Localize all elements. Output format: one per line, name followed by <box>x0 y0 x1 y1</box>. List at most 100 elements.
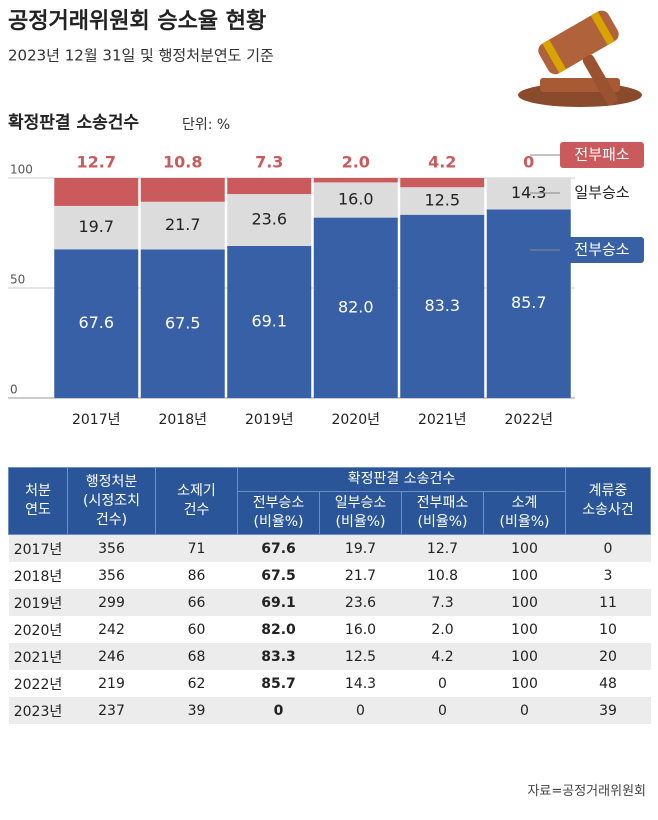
bar-segment <box>486 209 571 398</box>
table-row: 2019년 299 66 69.1 23.6 7.3 100 11 <box>8 589 651 616</box>
subtitle: 2023년 12월 31일 및 행정처분연도 기준 <box>8 47 274 65</box>
bar-segment <box>140 201 225 250</box>
table-cell: 39 <box>565 697 651 724</box>
table-cell: 356 <box>98 567 125 584</box>
table-cell: 85.7 <box>261 675 296 692</box>
table-cell: 2.0 <box>431 621 454 638</box>
table-cell: 83.3 <box>237 643 320 670</box>
table-cell: 299 <box>67 589 156 616</box>
table-cell: 2017년 <box>8 534 68 562</box>
x-tick-label: 2019년 <box>245 412 294 428</box>
legend-box <box>560 142 644 168</box>
table-cell: 16.0 <box>344 621 377 638</box>
chart: 공정거래위원회 승소율 현황 2023년 12월 31일 및 행정처분연도 기준… <box>8 9 644 428</box>
table-cell: 219 <box>98 675 125 692</box>
bar-segment <box>54 205 139 250</box>
value-label: 2.0 <box>342 153 370 172</box>
bar-segment <box>227 194 312 246</box>
bar-segment <box>54 249 139 398</box>
value-label: 83.3 <box>424 296 460 315</box>
x-tick-label: 2022년 <box>504 412 553 428</box>
bar-segment <box>54 178 139 206</box>
table-cell: 3 <box>603 567 613 584</box>
value-label: 21.7 <box>165 215 201 234</box>
table-cell: 2019년 <box>8 589 68 616</box>
table-cell: 86 <box>187 567 206 584</box>
header-row: 전부승소 (비율%) 일부승소 (비율%) 전부패소 (비율%) 소계 (비율%) <box>9 491 651 535</box>
bar-segment <box>400 214 485 398</box>
table-cell: 356 <box>67 534 156 562</box>
gavel-icon <box>518 10 642 107</box>
header-cell: 확정판결 소송건수 <box>237 467 566 492</box>
table-cell: 23.6 <box>319 589 402 616</box>
value-label: 23.6 <box>251 210 287 229</box>
value-label: 4.2 <box>428 153 456 172</box>
legend-label: 전부승소 <box>574 241 629 259</box>
value-label: 69.1 <box>251 311 287 330</box>
y-tick-label: 100 <box>10 163 33 177</box>
header-cell: 소계 (비율%) <box>483 491 566 535</box>
table-cell: 66 <box>155 589 238 616</box>
bar-segment <box>313 217 398 398</box>
header-cell: 소제기 건수 <box>155 467 238 535</box>
table-cell: 0 <box>237 697 320 724</box>
table-cell: 7.3 <box>401 589 484 616</box>
bar-segment <box>313 182 398 218</box>
table-cell: 68 <box>155 643 238 670</box>
table-cell: 67.6 <box>237 534 320 562</box>
table-cell: 2022년 <box>13 676 63 693</box>
table-cell: 100 <box>483 589 566 616</box>
value-label: 10.8 <box>163 153 202 172</box>
table-cell: 69.1 <box>237 589 320 616</box>
table-row: 2021년 246 68 83.3 12.5 4.2 100 20 <box>8 643 651 670</box>
table-cell: 20 <box>565 643 651 670</box>
source: 자료=공정거래위원회 <box>527 784 646 799</box>
value-label: 67.5 <box>165 313 201 332</box>
table-cell: 10 <box>599 621 617 638</box>
table-cell: 0 <box>319 697 402 724</box>
table-cell: 100 <box>511 675 538 692</box>
y-tick-label: 50 <box>10 273 25 287</box>
value-label: 0 <box>523 153 534 172</box>
value-label: 12.5 <box>424 190 460 209</box>
value-label: 12.7 <box>77 153 116 172</box>
value-label: 67.6 <box>78 313 114 332</box>
table-cell: 2018년 <box>13 568 63 585</box>
bar-segment <box>313 178 398 183</box>
legend-label: 일부승소 <box>574 184 629 202</box>
table-cell: 2021년 <box>8 643 68 670</box>
value-label: 19.7 <box>78 217 114 236</box>
table-cell: 0 <box>438 675 447 692</box>
table-row: 2023년 237 39 0 0 0 0 39 <box>8 697 651 724</box>
table-cell: 39 <box>155 697 238 724</box>
x-tick-label: 2018년 <box>158 412 207 428</box>
bar-segment <box>140 249 225 398</box>
x-tick-label: 2020년 <box>331 412 380 428</box>
table-row: 2018년 356 86 67.5 21.7 10.8 100 3 <box>9 562 651 589</box>
legend-box <box>560 237 644 263</box>
table-cell: 19.7 <box>319 534 402 562</box>
table-cell: 0 <box>401 697 484 724</box>
x-tick-label: 2017년 <box>72 412 121 428</box>
table-cell: 67.5 <box>261 567 296 584</box>
table-row: 2022년 219 62 85.7 14.3 0 100 48 <box>9 670 651 697</box>
bar-segment <box>486 178 571 210</box>
table-cell: 0 <box>565 534 651 562</box>
table-cell: 0 <box>483 697 566 724</box>
header-cell: 일부승소 (비율%) <box>319 491 402 535</box>
value-label: 7.3 <box>255 153 283 172</box>
unit: 단위: % <box>182 117 230 133</box>
table-cell: 21.7 <box>344 567 377 584</box>
value-label: 85.7 <box>511 293 547 312</box>
bar-segment <box>400 178 485 188</box>
bar-segment <box>400 187 485 215</box>
table-cell: 100 <box>483 534 566 562</box>
table-cell: 242 <box>98 621 125 638</box>
table-cell: 12.7 <box>401 534 484 562</box>
table-row: 2017년 356 71 67.6 19.7 12.7 100 0 <box>8 534 651 562</box>
header-cell: 처분 연도 <box>8 467 68 535</box>
header-cell: 계류중 소송사건 <box>565 467 651 535</box>
chart-title: 확정판결 소송건수 <box>8 113 139 133</box>
table-cell: 2023년 <box>8 697 68 724</box>
